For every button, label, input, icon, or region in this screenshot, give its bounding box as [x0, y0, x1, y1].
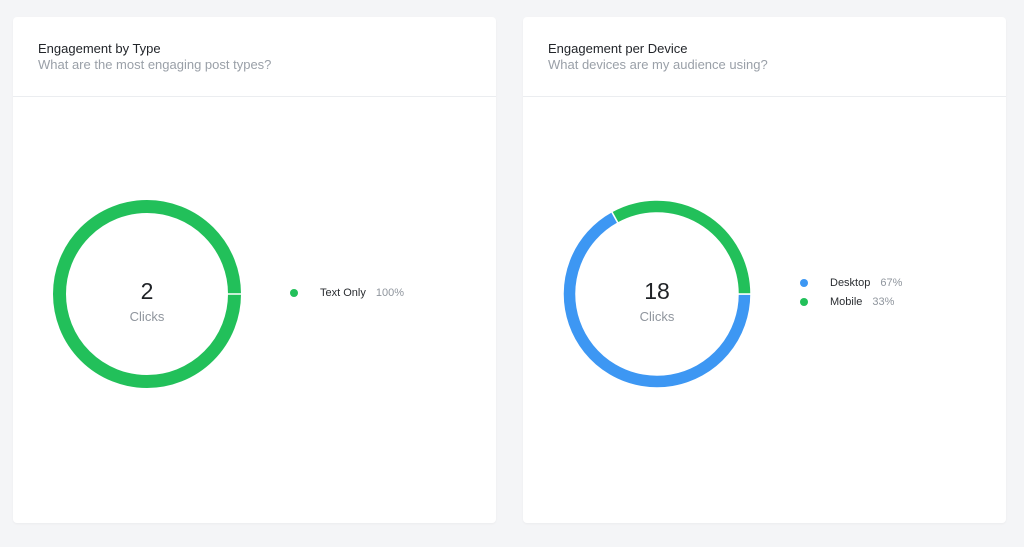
legend-percent: 100%	[375, 286, 404, 299]
engagement-per-device-card: Engagement per Device What devices are m…	[523, 17, 1006, 523]
legend-label: Text Only	[320, 286, 366, 299]
center-total-value: 18	[644, 278, 670, 304]
card-header: Engagement by Type What are the most eng…	[13, 17, 496, 97]
donut-chart: 18 Clicks	[563, 200, 751, 388]
center-total-label: Clicks	[639, 309, 675, 324]
legend-label: Desktop	[830, 276, 871, 289]
legend-item-text-only[interactable]: Text Only 100%	[290, 283, 404, 302]
engagement-by-type-card: Engagement by Type What are the most eng…	[13, 17, 496, 523]
chart-legend: Text Only 100%	[290, 283, 404, 302]
card-header: Engagement per Device What devices are m…	[523, 17, 1006, 97]
donut-chart-svg	[563, 200, 751, 388]
center-total-label: Clicks	[129, 309, 165, 324]
legend-percent: 67%	[880, 276, 903, 289]
center-total-value: 2	[140, 278, 154, 304]
legend-dot-icon	[800, 278, 808, 287]
chart-legend: Desktop 67% Mobile 33%	[800, 273, 902, 311]
legend-percent: 33%	[872, 295, 895, 308]
legend-item-mobile[interactable]: Mobile 33%	[800, 292, 902, 311]
legend-dot-icon	[290, 288, 298, 297]
card-title: Engagement by Type	[38, 41, 161, 56]
legend-label: Mobile	[830, 295, 863, 308]
donut-slice-mobile[interactable]	[610, 200, 751, 295]
donut-chart: 2 Clicks	[53, 200, 241, 388]
legend-item-desktop[interactable]: Desktop 67%	[800, 273, 902, 292]
legend-dot-icon	[800, 297, 808, 306]
card-subtitle: What devices are my audience using?	[548, 57, 768, 72]
donut-chart-svg	[53, 200, 241, 388]
card-subtitle: What are the most engaging post types?	[38, 57, 272, 72]
card-title: Engagement per Device	[548, 41, 688, 56]
